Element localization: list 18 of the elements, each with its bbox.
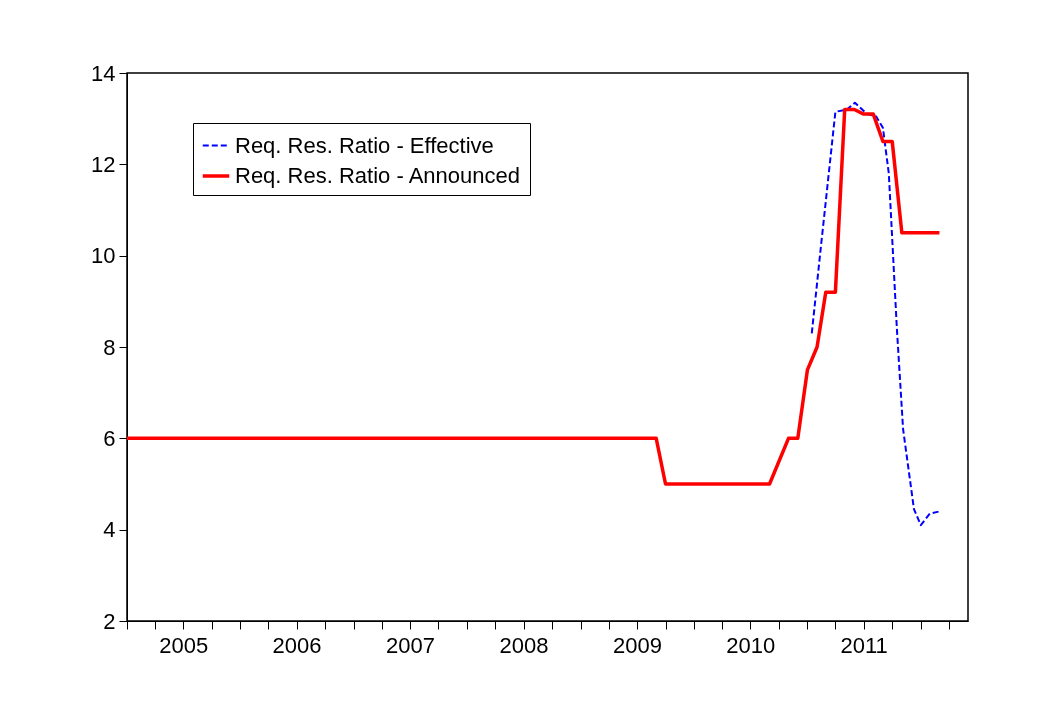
y-tick-label: 10 (91, 243, 116, 269)
x-tick-label: 2008 (499, 632, 549, 658)
x-tick-label: 2005 (159, 632, 209, 658)
y-tick-label: 6 (103, 425, 116, 451)
y-tick-label: 14 (91, 60, 116, 86)
x-tick-label: 2010 (726, 632, 776, 658)
y-tick-label: 12 (91, 151, 116, 177)
line-series (810, 101, 941, 527)
x-tick-label: 2007 (385, 632, 435, 658)
y-tick-label: 8 (103, 334, 116, 360)
legend-label: Req. Res. Ratio - Effective (235, 132, 494, 158)
x-tick-label: 2011 (840, 632, 888, 658)
x-tick-label: 2009 (612, 632, 662, 658)
y-tick-label: 2 (103, 608, 116, 634)
x-tick-label: 2006 (272, 632, 322, 658)
y-tick-label: 4 (103, 517, 116, 543)
legend-label: Req. Res. Ratio - Announced (235, 163, 520, 188)
line-series (127, 107, 942, 486)
